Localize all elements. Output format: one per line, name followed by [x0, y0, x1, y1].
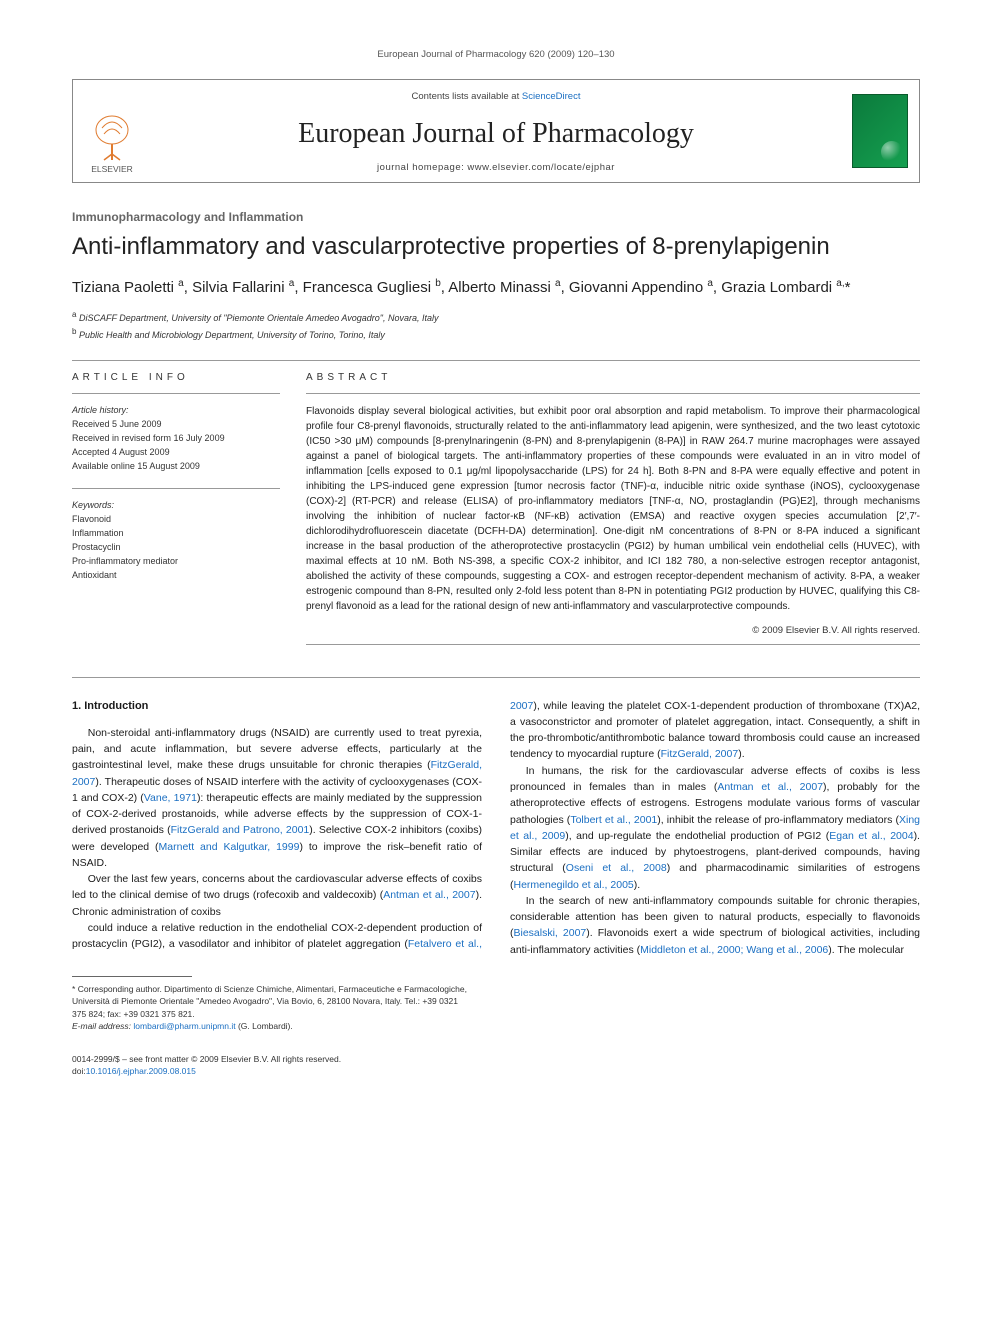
journal-cover-icon: [852, 94, 908, 168]
history-line: Received in revised form 16 July 2009: [72, 432, 280, 446]
doi-link[interactable]: 10.1016/j.ejphar.2009.08.015: [86, 1066, 196, 1076]
homepage-url: www.elsevier.com/locate/ejphar: [467, 162, 615, 173]
article-info-column: ARTICLE INFO Article history: Received 5…: [72, 371, 280, 654]
divider: [306, 393, 920, 394]
abstract-heading: ABSTRACT: [306, 371, 920, 385]
citation-link[interactable]: Vane, 1971: [144, 792, 197, 804]
intro-heading: 1. Introduction: [72, 698, 482, 715]
divider: [72, 488, 280, 489]
journal-homepage: journal homepage: www.elsevier.com/locat…: [157, 161, 835, 174]
history-line: Received 5 June 2009: [72, 418, 280, 432]
abstract-column: ABSTRACT Flavonoids display several biol…: [306, 371, 920, 654]
body-paragraph: Non-steroidal anti-inflammatory drugs (N…: [72, 725, 482, 871]
history-line: Accepted 4 August 2009: [72, 446, 280, 460]
citation-link[interactable]: Marnett and Kalgutkar, 1999: [159, 841, 300, 853]
publisher-name: ELSEVIER: [91, 164, 133, 176]
homepage-prefix: journal homepage:: [377, 162, 467, 173]
email-label: E-mail address:: [72, 1021, 133, 1031]
divider: [72, 393, 280, 394]
history-label: Article history:: [72, 404, 280, 418]
citation-link[interactable]: FitzGerald, 2007: [661, 748, 739, 760]
history-line: Available online 15 August 2009: [72, 460, 280, 474]
citation-link[interactable]: Biesalski, 2007: [514, 927, 587, 939]
masthead: ELSEVIER Contents lists available at Sci…: [72, 79, 920, 183]
publisher-logo-box: ELSEVIER: [73, 80, 151, 182]
body-paragraph: Over the last few years, concerns about …: [72, 871, 482, 920]
keyword: Prostacyclin: [72, 541, 280, 555]
citation-link[interactable]: FitzGerald, 2007: [72, 759, 482, 787]
keyword: Pro-inflammatory mediator: [72, 555, 280, 569]
citation-link[interactable]: Antman et al., 2007: [383, 889, 475, 901]
body-paragraph: In humans, the risk for the cardiovascul…: [510, 763, 920, 893]
citation-link[interactable]: Egan et al., 2004: [829, 830, 913, 842]
divider: [306, 644, 920, 645]
body-paragraph: In the search of new anti-inflammatory c…: [510, 893, 920, 958]
corresponding-email-link[interactable]: lombardi@pharm.unipmn.it: [133, 1021, 235, 1031]
cover-thumb-box: [841, 80, 919, 182]
citation-link[interactable]: Hermenegildo et al., 2005: [514, 879, 634, 891]
contents-line: Contents lists available at ScienceDirec…: [157, 90, 835, 103]
divider: [72, 360, 920, 361]
citation-link[interactable]: Antman et al., 2007: [717, 781, 823, 793]
article-title: Anti-inflammatory and vascularprotective…: [72, 232, 920, 262]
doi-prefix: doi:: [72, 1066, 86, 1076]
keyword: Antioxidant: [72, 569, 280, 583]
front-matter-line: 0014-2999/$ – see front matter © 2009 El…: [72, 1054, 341, 1066]
corresponding-author-footnote: * Corresponding author. Dipartimento di …: [72, 983, 472, 1032]
keywords-block: Keywords: Flavonoid Inflammation Prostac…: [72, 499, 280, 583]
elsevier-logo: ELSEVIER: [81, 104, 143, 176]
abstract-copyright: © 2009 Elsevier B.V. All rights reserved…: [306, 624, 920, 637]
contents-prefix: Contents lists available at: [412, 91, 522, 102]
authors: Tiziana Paoletti a, Silvia Fallarini a, …: [72, 276, 920, 300]
citation-link[interactable]: Oseni et al., 2008: [566, 862, 667, 874]
divider: [72, 677, 920, 678]
abstract-text: Flavonoids display several biological ac…: [306, 404, 920, 614]
keyword: Inflammation: [72, 527, 280, 541]
citation-link[interactable]: Middleton et al., 2000; Wang et al., 200…: [640, 944, 828, 956]
article-history: Article history: Received 5 June 2009 Re…: [72, 404, 280, 474]
citation-link[interactable]: Tolbert et al., 2001: [570, 814, 657, 826]
email-suffix: (G. Lombardi).: [236, 1021, 293, 1031]
running-head: European Journal of Pharmacology 620 (20…: [72, 48, 920, 61]
section-tag: Immunopharmacology and Inflammation: [72, 209, 920, 226]
citation-link[interactable]: FitzGerald and Patrono, 2001: [171, 824, 310, 836]
footnote-text: Corresponding author. Dipartimento di Sc…: [72, 984, 467, 1019]
affiliations: a DiSCAFF Department, University of "Pie…: [72, 309, 920, 342]
keywords-label: Keywords:: [72, 499, 280, 513]
footnote-star: *: [72, 984, 75, 994]
sciencedirect-link[interactable]: ScienceDirect: [522, 91, 581, 102]
keyword: Flavonoid: [72, 513, 280, 527]
journal-title: European Journal of Pharmacology: [157, 114, 835, 153]
article-info-heading: ARTICLE INFO: [72, 371, 280, 385]
body-columns: 1. Introduction Non-steroidal anti-infla…: [72, 698, 920, 958]
footnote-divider: [72, 976, 192, 977]
page-footer: 0014-2999/$ – see front matter © 2009 El…: [72, 1054, 920, 1078]
